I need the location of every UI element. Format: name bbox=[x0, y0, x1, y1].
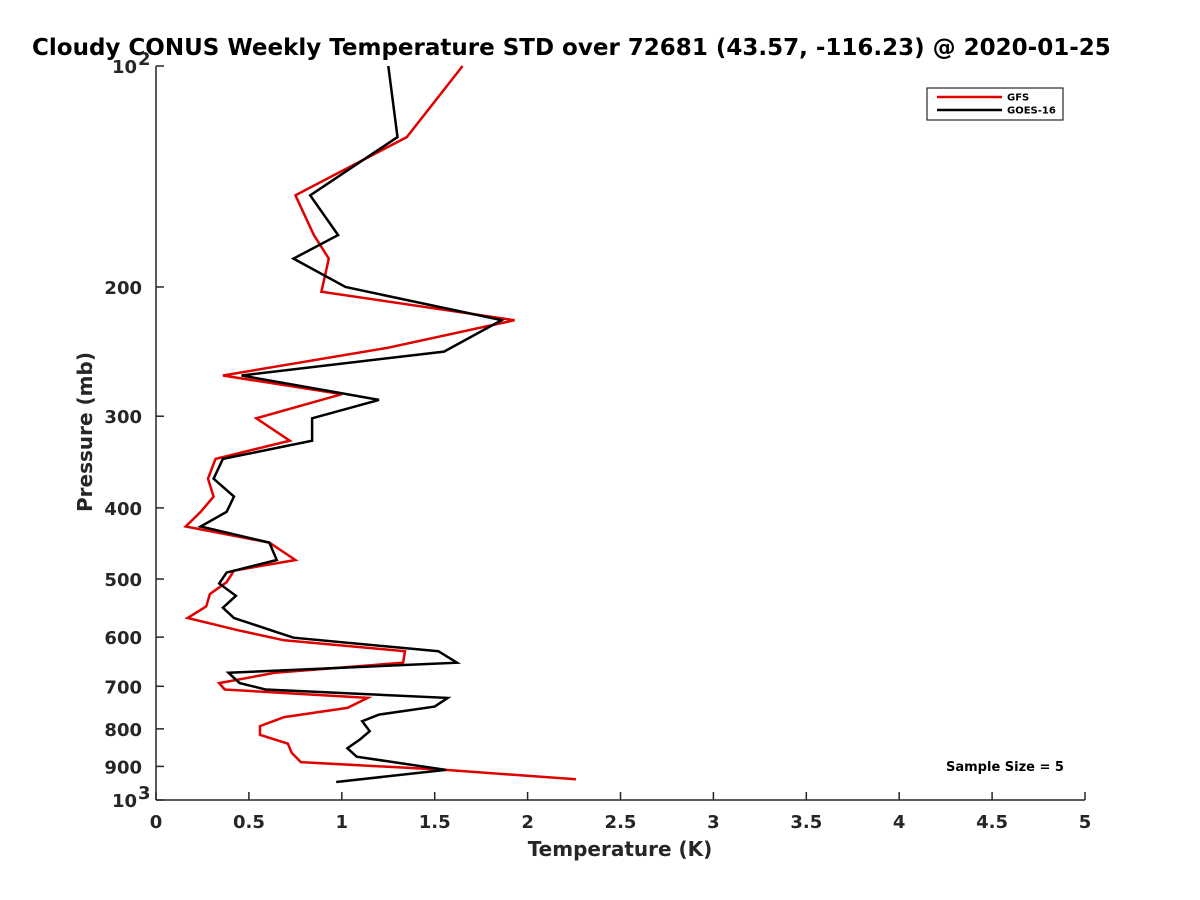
y-tick-label: 700 bbox=[104, 677, 142, 698]
legend: GFS GOES-16 bbox=[926, 87, 1064, 121]
y-tick-label: 10 bbox=[112, 57, 137, 78]
x-tick-label: 3.5 bbox=[790, 812, 822, 833]
x-tick-label: 4 bbox=[893, 812, 906, 833]
y-tick-label: 10 bbox=[112, 791, 137, 812]
series-line-gfs bbox=[183, 65, 576, 781]
x-tick-label: 3 bbox=[707, 812, 720, 833]
chart-title: Cloudy CONUS Weekly Temperature STD over… bbox=[32, 35, 1111, 61]
y-tick-label: 800 bbox=[104, 720, 142, 741]
x-tick-label: 0.5 bbox=[233, 812, 265, 833]
y-tick-exponent: 3 bbox=[138, 783, 151, 804]
y-tick-label: 900 bbox=[104, 757, 142, 778]
x-tick-label: 2.5 bbox=[605, 812, 637, 833]
x-tick-label: 5 bbox=[1079, 812, 1092, 833]
x-tick-label: 2 bbox=[521, 812, 534, 833]
x-axis-label: Temperature (K) bbox=[528, 837, 713, 861]
y-tick-label: 600 bbox=[104, 628, 142, 649]
x-tick-label: 4.5 bbox=[976, 812, 1008, 833]
y-axis-label: Pressure (mb) bbox=[73, 352, 97, 512]
plot-area: 0 0.5 1 1.5 2 2.5 3 3.5 4 4.5 510 22003004005006007… bbox=[104, 49, 1091, 833]
legend-label: GFS bbox=[1007, 93, 1029, 104]
legend-box bbox=[926, 87, 1064, 121]
legend-label: GOES-16 bbox=[1007, 106, 1056, 117]
y-tick-label: 400 bbox=[104, 499, 142, 520]
x-tick-label: 1 bbox=[336, 812, 349, 833]
y-tick-label: 300 bbox=[104, 407, 142, 428]
y-tick-label: 200 bbox=[104, 278, 142, 299]
y-tick-exponent: 2 bbox=[138, 49, 151, 70]
x-tick-label: 1.5 bbox=[419, 812, 451, 833]
x-tick-label: 0 bbox=[150, 812, 163, 833]
sample-size-annotation: Sample Size = 5 bbox=[946, 760, 1064, 775]
series-line-goes-16 bbox=[197, 65, 506, 784]
y-tick-label: 500 bbox=[104, 570, 142, 591]
